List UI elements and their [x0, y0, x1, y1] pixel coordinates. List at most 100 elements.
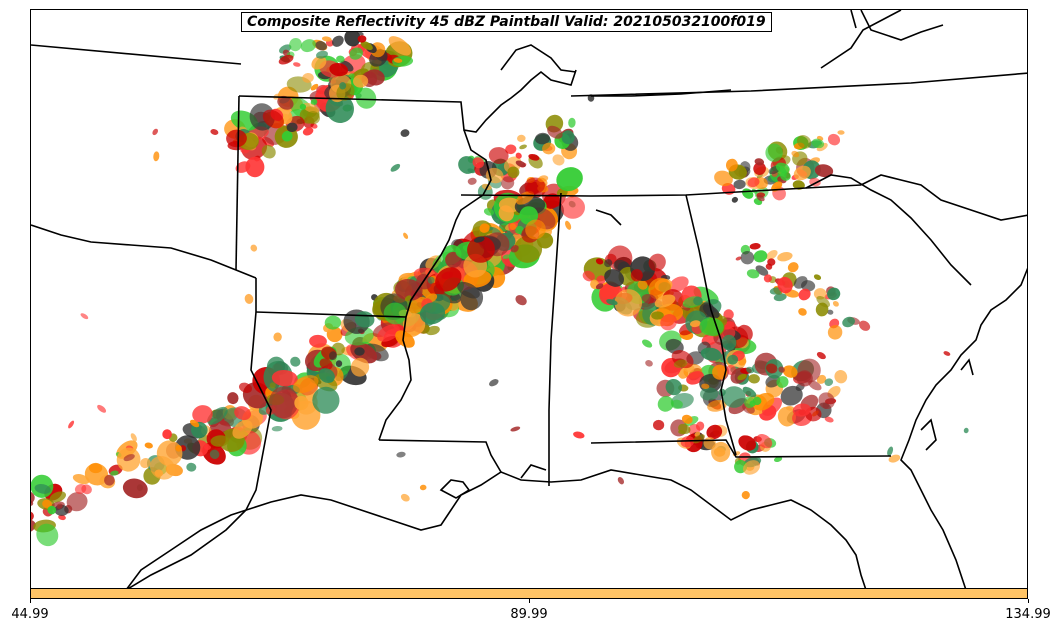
- paintball-cell: [528, 153, 540, 161]
- coastline: [900, 267, 1027, 588]
- paintball-cell: [353, 74, 369, 88]
- paintball-cell: [294, 395, 309, 411]
- paintball-cell: [681, 414, 693, 424]
- paintball-cell: [318, 368, 335, 383]
- paintball-cell: [393, 58, 403, 63]
- paintball-cell: [395, 330, 415, 348]
- paintball-cell: [777, 276, 793, 294]
- paintball-cell: [746, 269, 760, 279]
- paintball-cell: [312, 386, 340, 414]
- paintball-cell: [383, 302, 407, 325]
- paintball-cell: [765, 363, 778, 374]
- state-border: [31, 224, 257, 279]
- paintball-cell: [238, 382, 253, 393]
- paintball-cell: [665, 378, 682, 396]
- paintball-cell: [660, 314, 677, 331]
- paintball-cell: [827, 325, 843, 340]
- paintball-cell: [604, 259, 613, 268]
- paintball-cell: [711, 441, 731, 463]
- paintball-cell: [542, 142, 556, 155]
- paintball-cell: [49, 491, 66, 503]
- paintball-cell: [302, 72, 314, 83]
- paintball-cell: [832, 300, 839, 307]
- paintball-cell: [293, 62, 301, 67]
- paintball-cell: [36, 523, 59, 547]
- paintball-cell: [42, 499, 52, 509]
- paintball-cell: [642, 339, 653, 348]
- paintball-cell: [360, 41, 373, 51]
- paintball-cell: [277, 95, 294, 110]
- paintball-cell: [290, 356, 301, 367]
- paintball-cell: [324, 315, 342, 330]
- paintball-cell: [773, 293, 787, 302]
- paintball-cell: [34, 483, 51, 494]
- paintball-cell: [262, 109, 284, 129]
- paintball-cell: [731, 196, 739, 203]
- paintball-cell: [354, 347, 365, 356]
- paintball-cell: [859, 320, 871, 331]
- paintball-cell: [479, 223, 490, 233]
- paintball-cell: [573, 431, 585, 439]
- paintball-cell: [110, 470, 119, 476]
- paintball-cell: [798, 288, 811, 301]
- paintball-cell: [349, 47, 363, 60]
- paintball-cell: [756, 194, 765, 202]
- paintball-cell: [517, 134, 526, 143]
- paintball-cell: [596, 275, 606, 285]
- paintball-cell: [355, 87, 377, 109]
- paintball-cell: [671, 399, 683, 409]
- paintball-cell: [234, 406, 251, 421]
- paintball-cell: [673, 359, 688, 368]
- paintball-cell: [66, 492, 88, 512]
- paintball-cell: [653, 419, 665, 431]
- paintball-cell: [348, 73, 355, 79]
- paintball-cell: [648, 253, 666, 272]
- paintball-cell: [669, 276, 689, 292]
- paintball-cell: [791, 150, 800, 158]
- paintball-cell: [725, 158, 738, 172]
- paintball-cell: [700, 387, 719, 401]
- state-border: [860, 174, 1027, 221]
- paintball-cell: [350, 357, 370, 377]
- paintball-cell: [328, 351, 338, 361]
- coastline: [439, 479, 471, 499]
- paintball-cell: [824, 416, 834, 423]
- paintball-cell: [153, 151, 160, 162]
- paintball-cell: [701, 383, 710, 390]
- colorbar-tick-label: 44.99: [11, 607, 49, 622]
- paintball-cell: [419, 484, 427, 491]
- paintball-cell: [686, 371, 704, 385]
- paintball-cell: [723, 309, 734, 320]
- paintball-cell: [561, 196, 585, 219]
- paintball-cell: [556, 167, 583, 192]
- paintball-cell: [813, 274, 822, 281]
- paintball-cell: [271, 425, 283, 432]
- paintball-cell: [394, 278, 423, 301]
- paintball-cell: [435, 267, 462, 292]
- paintball-cell: [796, 135, 812, 149]
- paintball-cell: [68, 420, 75, 429]
- paintball-cell: [535, 132, 550, 145]
- paintball-cell: [293, 375, 319, 394]
- paintball-cell: [281, 130, 293, 142]
- paintball-cell: [302, 127, 314, 136]
- paintball-cell: [498, 205, 514, 222]
- paintball-cell: [827, 133, 841, 146]
- paintball-cell: [186, 462, 197, 472]
- paintball-cell: [727, 354, 739, 365]
- paintball-cell: [737, 373, 747, 381]
- paintball-cell: [310, 83, 319, 91]
- paintball-cell: [130, 433, 137, 442]
- paintball-cell: [467, 168, 476, 174]
- paintball-cell: [814, 164, 834, 178]
- paintball-cell: [192, 405, 213, 424]
- paintball-cell: [746, 366, 755, 374]
- paintball-cell: [714, 170, 733, 187]
- paintball-cell: [763, 274, 772, 283]
- state-border: [31, 44, 242, 65]
- paintball-cell: [329, 63, 349, 77]
- paintball-cell: [268, 386, 299, 419]
- map-canvas: [31, 10, 1027, 588]
- paintball-cell: [963, 427, 969, 434]
- coastline: [126, 469, 867, 588]
